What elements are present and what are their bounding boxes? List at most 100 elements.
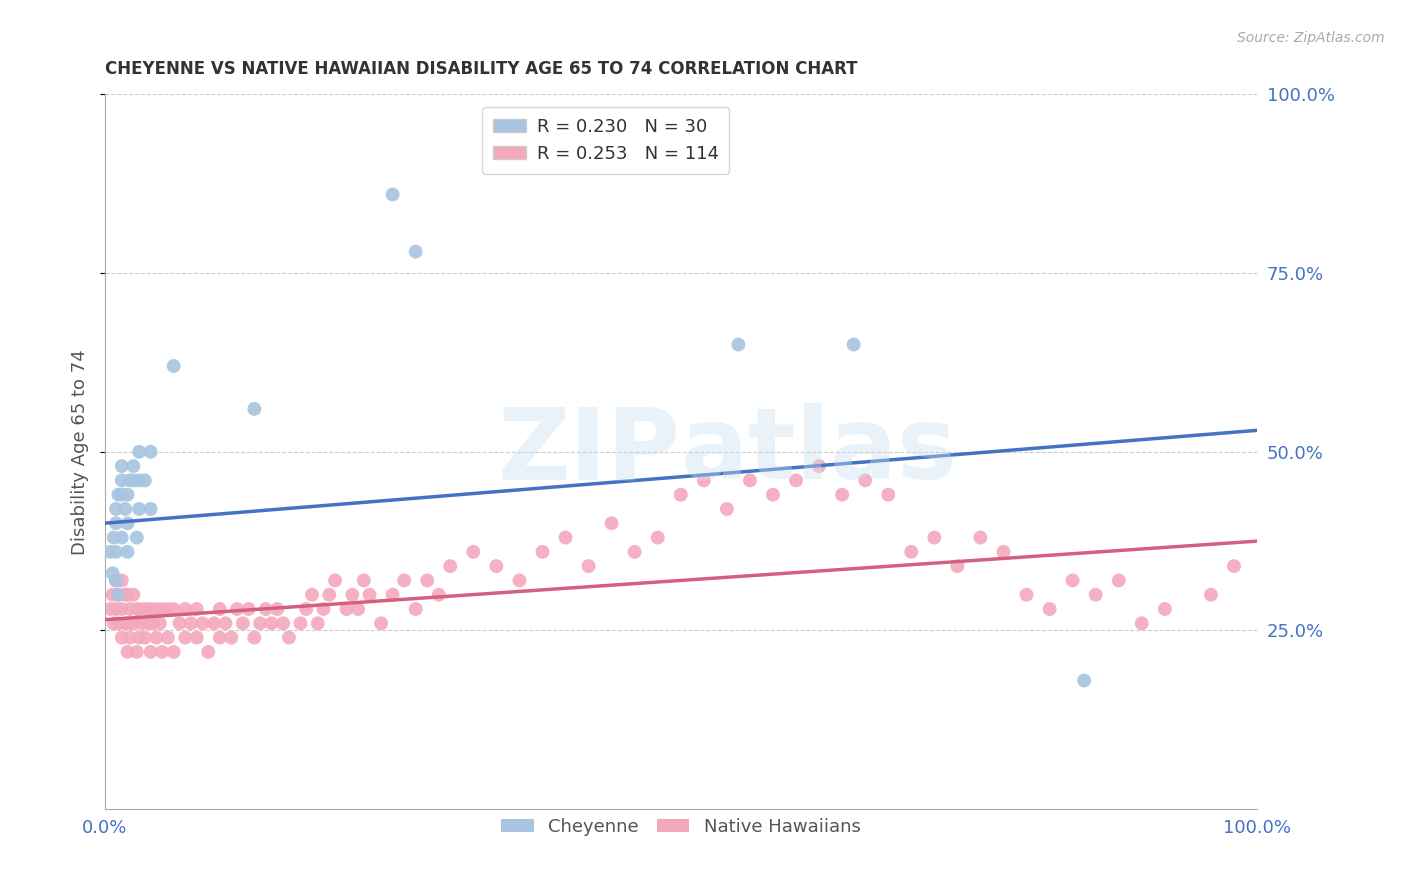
Point [134, 474, 156, 488]
Point [169, 616, 191, 631]
Point [107, 588, 129, 602]
Point [427, 588, 450, 602]
Point [101, 588, 124, 602]
Point [117, 616, 139, 631]
Point [271, 616, 294, 631]
Point [122, 474, 145, 488]
Point [266, 602, 288, 616]
Point [243, 401, 266, 416]
Point [118, 474, 141, 488]
Point [693, 474, 716, 488]
Point [107, 488, 129, 502]
Point [924, 531, 946, 545]
Point [191, 616, 214, 631]
Point [117, 588, 139, 602]
Point [312, 602, 335, 616]
Point [623, 545, 645, 559]
Point [1015, 588, 1038, 602]
Point [145, 602, 167, 616]
Point [139, 444, 162, 458]
Point [128, 602, 150, 616]
Point [150, 645, 173, 659]
Point [946, 559, 969, 574]
Point [554, 531, 576, 545]
Point [900, 545, 922, 559]
Point [122, 588, 145, 602]
Point [145, 631, 167, 645]
Point [232, 616, 254, 631]
Point [381, 588, 404, 602]
Point [125, 602, 148, 616]
Point [842, 337, 865, 351]
Text: CHEYENNE VS NATIVE HAWAIIAN DISABILITY AGE 65 TO 74 CORRELATION CHART: CHEYENNE VS NATIVE HAWAIIAN DISABILITY A… [104, 60, 858, 78]
Point [128, 444, 150, 458]
Point [226, 602, 249, 616]
Point [111, 459, 134, 474]
Point [808, 459, 831, 474]
Point [117, 545, 139, 559]
Point [128, 502, 150, 516]
Point [301, 588, 323, 602]
Point [186, 602, 208, 616]
Point [993, 545, 1015, 559]
Point [669, 488, 692, 502]
Point [831, 488, 853, 502]
Point [156, 631, 179, 645]
Point [485, 559, 508, 574]
Point [307, 616, 329, 631]
Point [508, 574, 530, 588]
Point [531, 545, 554, 559]
Point [122, 459, 145, 474]
Point [142, 616, 165, 631]
Y-axis label: Disability Age 65 to 74: Disability Age 65 to 74 [72, 349, 89, 555]
Point [101, 566, 124, 581]
Point [295, 602, 318, 616]
Point [260, 616, 283, 631]
Point [105, 574, 128, 588]
Point [118, 631, 141, 645]
Point [727, 337, 749, 351]
Point [105, 574, 128, 588]
Point [114, 588, 136, 602]
Point [131, 616, 153, 631]
Point [107, 588, 129, 602]
Point [1130, 616, 1153, 631]
Point [105, 602, 128, 616]
Point [114, 616, 136, 631]
Point [186, 631, 208, 645]
Point [134, 631, 156, 645]
Point [877, 488, 900, 502]
Point [111, 631, 134, 645]
Point [323, 574, 346, 588]
Point [405, 244, 427, 259]
Point [1223, 559, 1246, 574]
Text: ZIP: ZIP [498, 403, 681, 500]
Point [105, 502, 128, 516]
Point [1199, 588, 1222, 602]
Point [136, 616, 159, 631]
Point [208, 631, 231, 645]
Point [359, 588, 381, 602]
Point [1073, 673, 1095, 688]
Point [118, 602, 141, 616]
Point [249, 616, 271, 631]
Point [111, 574, 134, 588]
Point [353, 574, 375, 588]
Point [111, 488, 134, 502]
Legend: Cheyenne, Native Hawaiians: Cheyenne, Native Hawaiians [494, 811, 868, 843]
Point [738, 474, 761, 488]
Point [107, 616, 129, 631]
Point [163, 359, 186, 373]
Point [117, 488, 139, 502]
Point [381, 187, 404, 202]
Point [254, 602, 277, 616]
Point [156, 602, 179, 616]
Point [103, 616, 125, 631]
Point [647, 531, 669, 545]
Point [139, 502, 162, 516]
Point [98, 602, 121, 616]
Point [238, 602, 260, 616]
Point [439, 559, 461, 574]
Point [347, 602, 370, 616]
Point [342, 588, 364, 602]
